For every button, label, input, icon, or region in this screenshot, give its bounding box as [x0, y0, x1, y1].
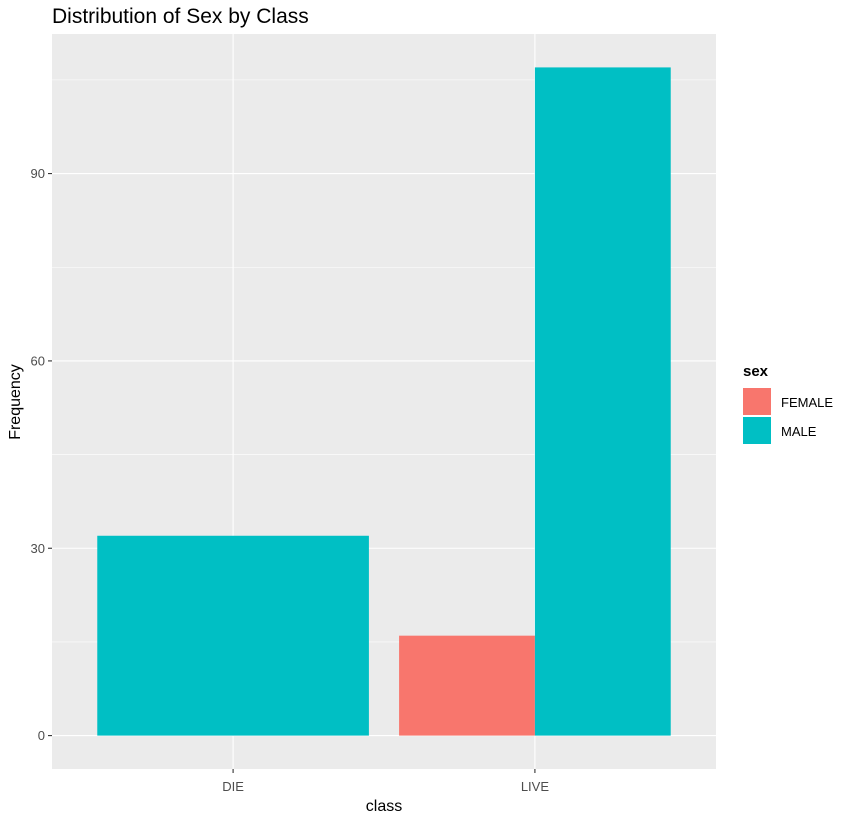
y-axis-title: Frequency: [7, 364, 24, 440]
x-axis: DIE LIVE: [222, 769, 549, 794]
y-tick-label: 30: [31, 541, 45, 556]
legend-key-female: [743, 388, 771, 415]
y-tick-label: 90: [31, 166, 45, 181]
legend-label-female: FEMALE: [781, 395, 833, 410]
x-axis-title: class: [366, 798, 402, 815]
bar-live-male: [534, 67, 671, 736]
bar-live-female: [399, 635, 535, 736]
legend-title: sex: [743, 363, 769, 380]
y-tick-label: 0: [38, 728, 45, 743]
y-axis: 0 30 60 90: [31, 166, 52, 743]
legend: sex FEMALE MALE: [743, 363, 833, 444]
bar-die-male: [97, 535, 369, 736]
bars: [97, 67, 671, 736]
legend-label-male: MALE: [781, 424, 817, 439]
x-tick-label: DIE: [222, 779, 244, 794]
legend-key-male: [743, 417, 771, 444]
x-tick-label: LIVE: [521, 779, 550, 794]
chart-title: Distribution of Sex by Class: [52, 5, 309, 28]
y-tick-label: 60: [31, 353, 45, 368]
